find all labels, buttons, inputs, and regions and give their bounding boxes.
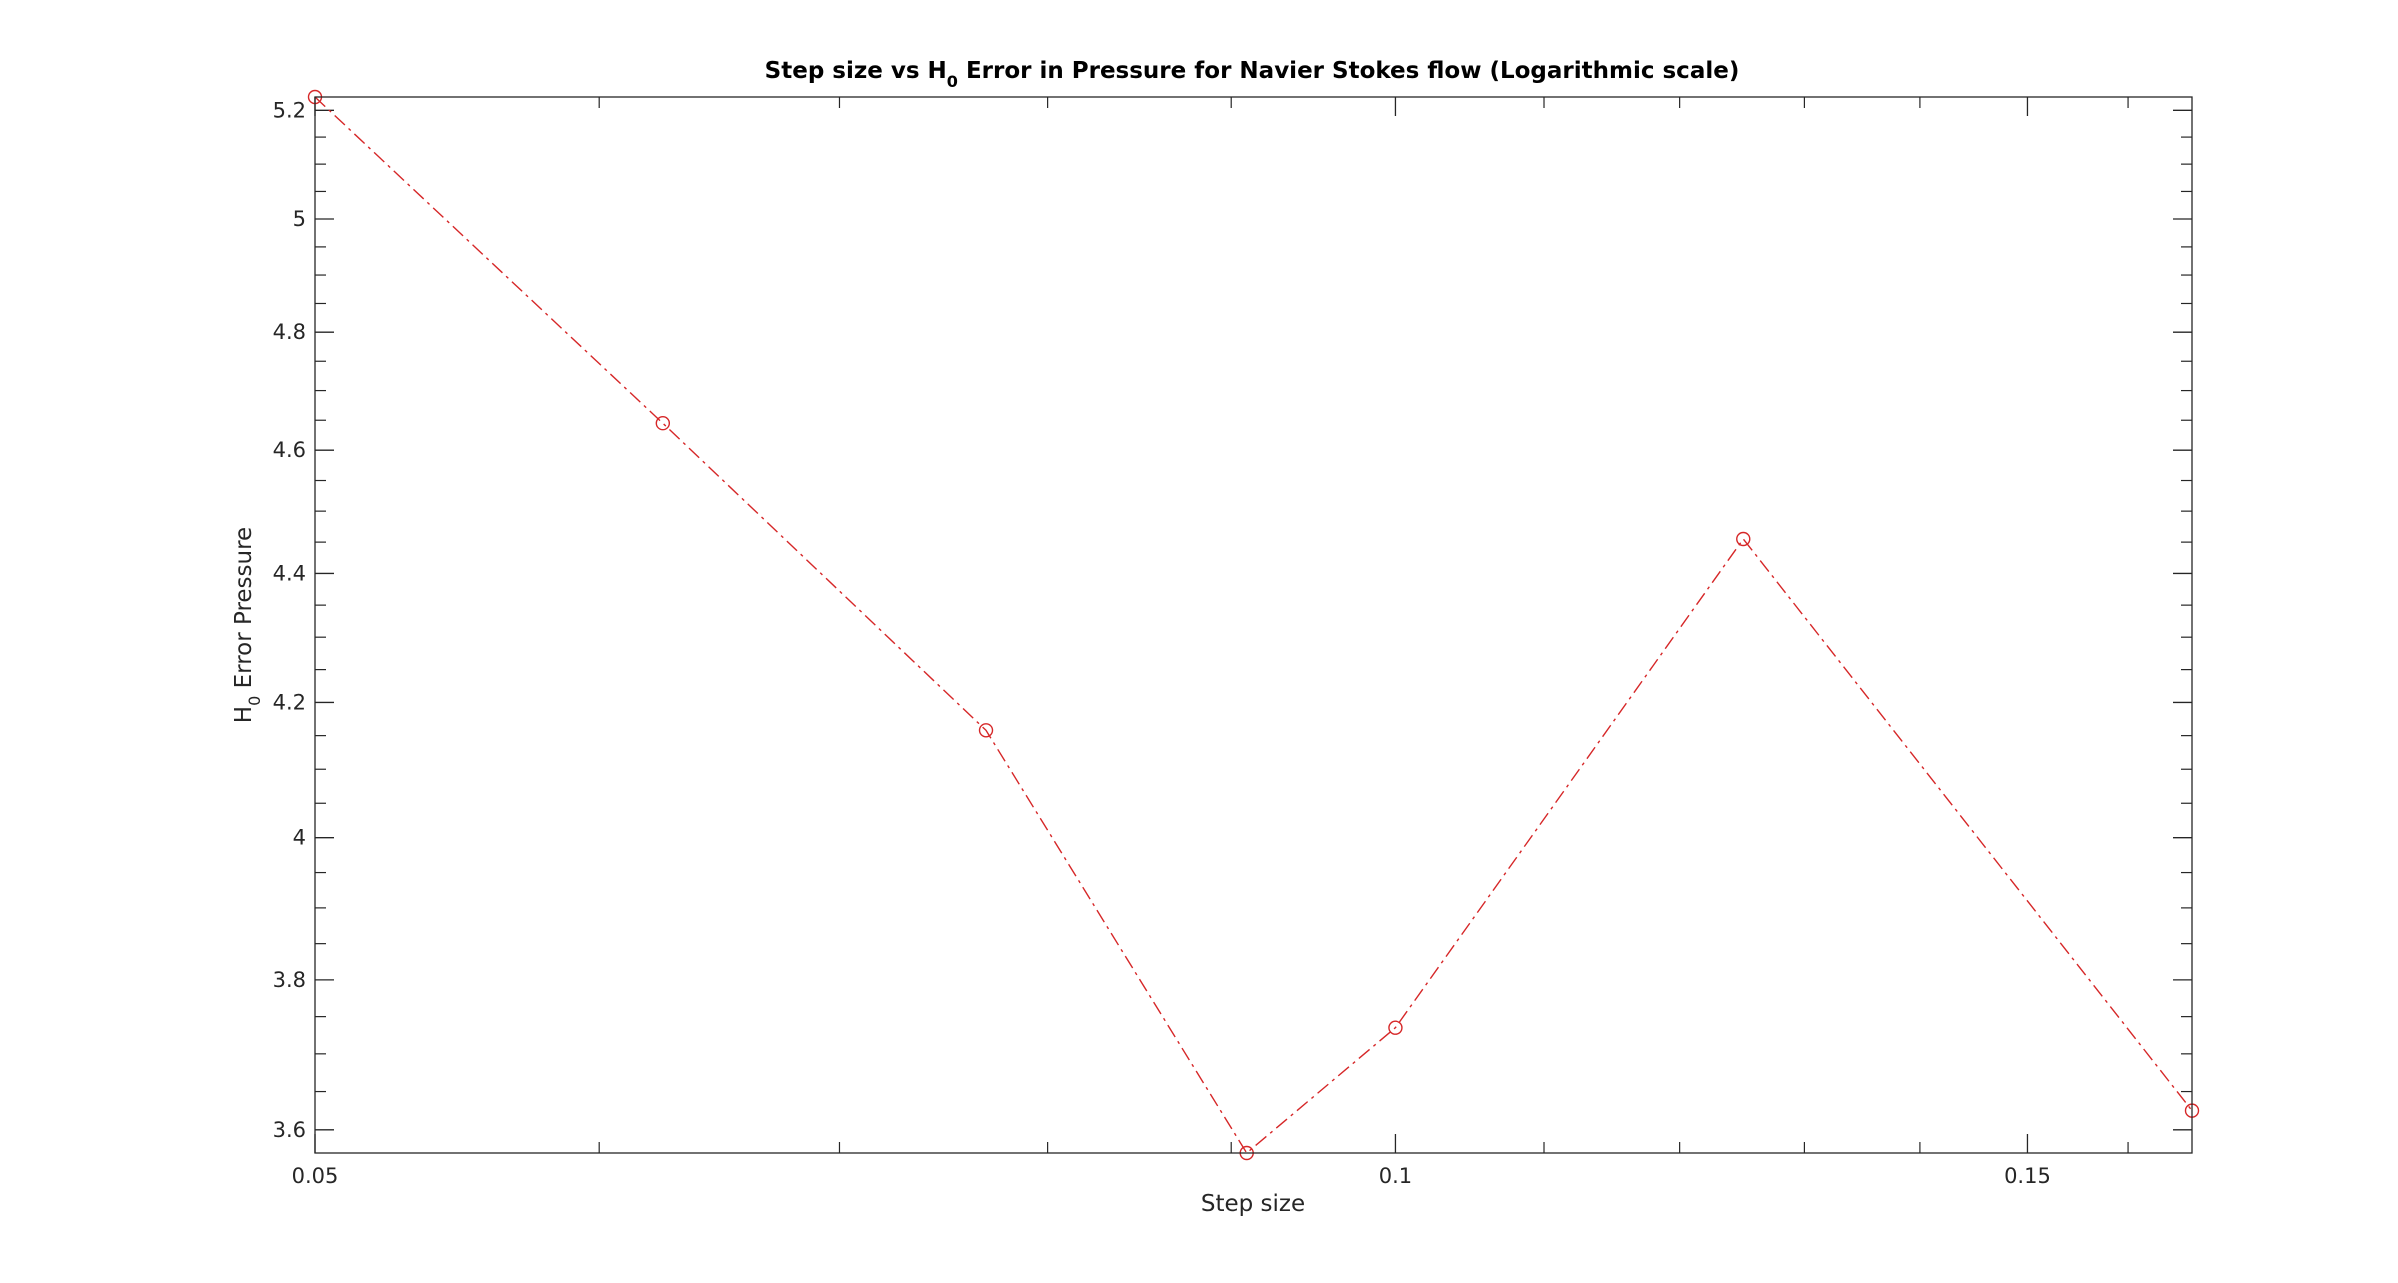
- y-tick-label: 3.8: [273, 968, 306, 992]
- minor-ticks: [315, 97, 2192, 1153]
- y-tick-label: 4.6: [273, 438, 306, 462]
- data-point: [1388, 1020, 1403, 1035]
- x-tick-label: 0.05: [292, 1164, 339, 1188]
- plot-area: [315, 97, 2192, 1153]
- y-tick-labels: 3.6 3.8 4 4.2 4.4 4.6 4.8 5 5.2: [273, 98, 306, 1142]
- data-point: [1736, 531, 1751, 547]
- x-tick-labels: 0.05 0.1 0.15: [292, 1164, 2051, 1188]
- x-tick-label: 0.1: [1379, 1164, 1412, 1188]
- y-tick-label: 4.4: [273, 561, 306, 585]
- y-axis-label: H0 Error Pressure: [231, 527, 264, 723]
- y-tick-label: 5.2: [273, 98, 306, 122]
- x-tick-label: 0.15: [2004, 1164, 2051, 1188]
- y-tick-label: 4.2: [273, 690, 306, 714]
- axes-box: [314, 96, 2193, 1154]
- y-tick-label: 4: [293, 826, 306, 850]
- data-point: [978, 723, 994, 738]
- chart-title: Step size vs H0 Error in Pressure for Na…: [765, 58, 1740, 91]
- y-tick-label: 4.8: [273, 320, 306, 344]
- y-tick-label: 5: [293, 207, 306, 231]
- series-markers: [307, 89, 2200, 1161]
- data-point: [655, 416, 671, 431]
- y-tick-label: 3.6: [273, 1118, 306, 1142]
- x-axis-label: Step size: [1201, 1191, 1305, 1217]
- major-ticks: [314, 97, 2192, 1153]
